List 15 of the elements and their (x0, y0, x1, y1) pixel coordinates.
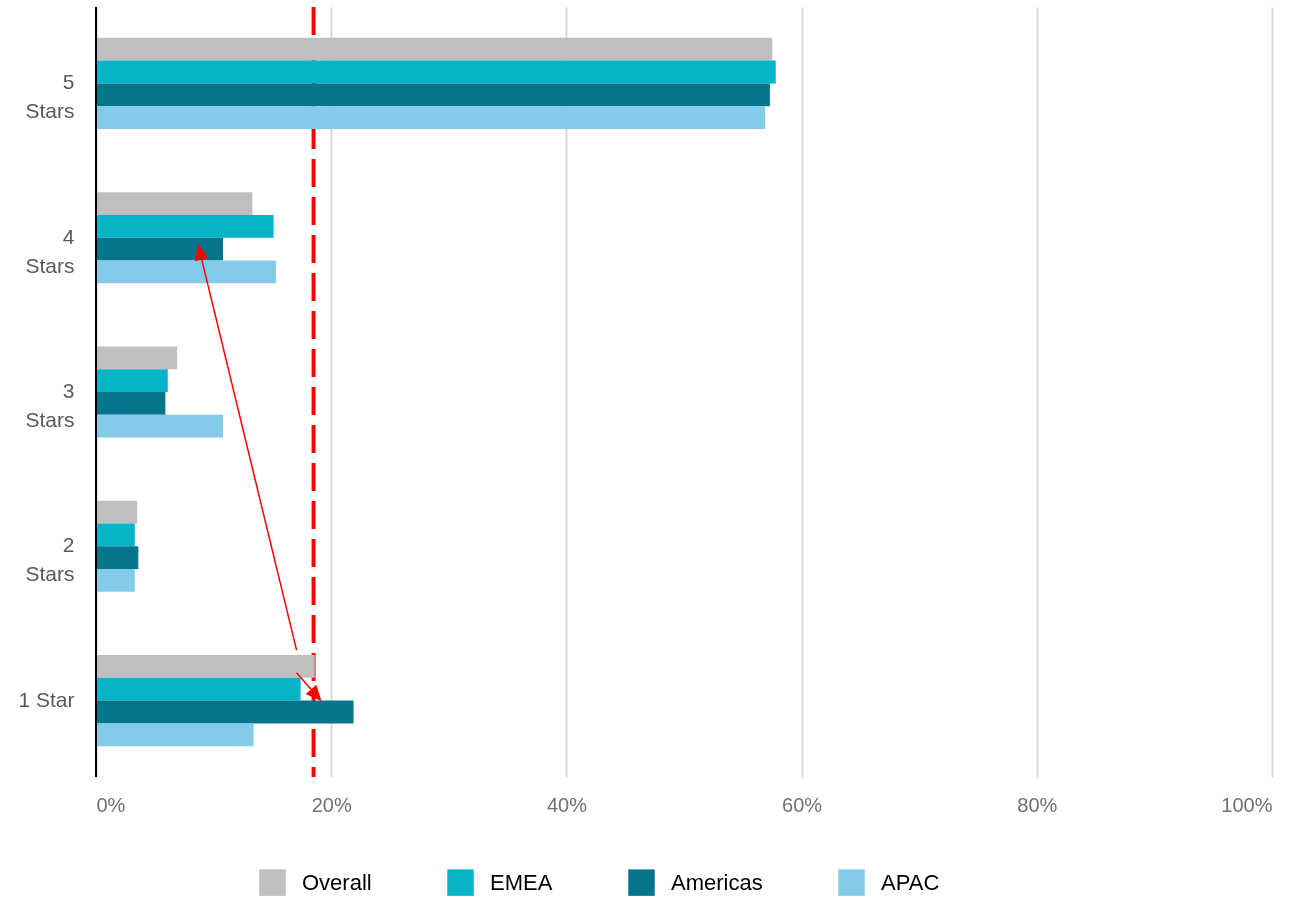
y-tick-label: 4 Stars (25, 224, 75, 277)
legend-label: Americas (671, 869, 763, 895)
y-tick-label: 5 Stars (25, 70, 75, 123)
legend-label: EMEA (490, 869, 553, 895)
legend-label: APAC (881, 869, 940, 895)
x-tick-label: 80% (1017, 793, 1058, 816)
x-tick-label: 0% (96, 793, 126, 816)
y-tick-label: 3 Stars (25, 379, 75, 431)
x-tick-label: 100% (1221, 793, 1273, 816)
legend-label: Overall (302, 869, 372, 895)
y-tick-label: 2 Stars (25, 533, 75, 586)
x-tick-label: 20% (311, 793, 352, 816)
x-tick-label: 60% (782, 793, 823, 816)
y-tick-label: 1 Star (18, 687, 75, 711)
x-tick-label: 40% (546, 793, 588, 816)
